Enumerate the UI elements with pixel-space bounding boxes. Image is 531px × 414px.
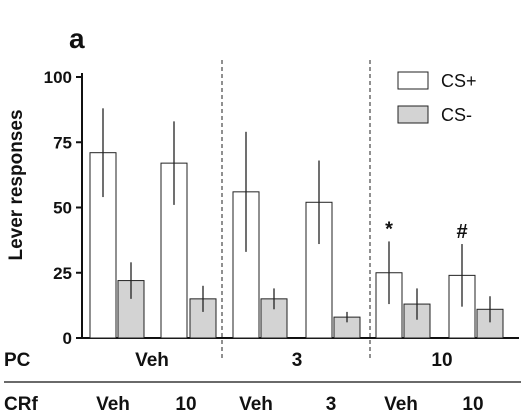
y-tick-label: 50 xyxy=(53,199,72,218)
pc-group-label: 3 xyxy=(292,350,303,371)
crf-label: 3 xyxy=(326,394,337,414)
panel-label: a xyxy=(69,23,85,54)
y-axis-title: Lever responses xyxy=(6,109,27,260)
y-tick-label: 0 xyxy=(63,329,72,348)
legend: CS+ CS- xyxy=(397,71,477,125)
significance-marker: * xyxy=(385,218,393,240)
crf-row-label: CRf xyxy=(4,394,38,414)
pc-row-label: PC xyxy=(4,350,31,371)
group-labels: PC Veh 3 10 CRf Veh 10 Veh 3 Veh 10 xyxy=(4,350,521,414)
legend-swatch xyxy=(397,71,429,90)
crf-label: 10 xyxy=(175,394,196,414)
pc-group-label: Veh xyxy=(135,350,169,371)
legend-label: CS- xyxy=(441,105,472,125)
legend-swatch xyxy=(397,105,429,124)
y-tick-label: 100 xyxy=(44,68,72,87)
crf-label: 10 xyxy=(462,394,483,414)
crf-label: Veh xyxy=(96,394,130,414)
bar xyxy=(117,280,145,339)
significance-marker: # xyxy=(456,221,467,243)
pc-group-label: 10 xyxy=(431,350,452,371)
bar xyxy=(232,191,260,339)
bar xyxy=(89,152,117,339)
crf-label: Veh xyxy=(384,394,418,414)
crf-label: Veh xyxy=(239,394,273,414)
legend-label: CS+ xyxy=(441,71,477,91)
y-tick-label: 75 xyxy=(53,133,72,152)
plot-area: 0 25 50 75 100 * # xyxy=(44,60,519,358)
y-tick-label: 25 xyxy=(53,264,72,283)
